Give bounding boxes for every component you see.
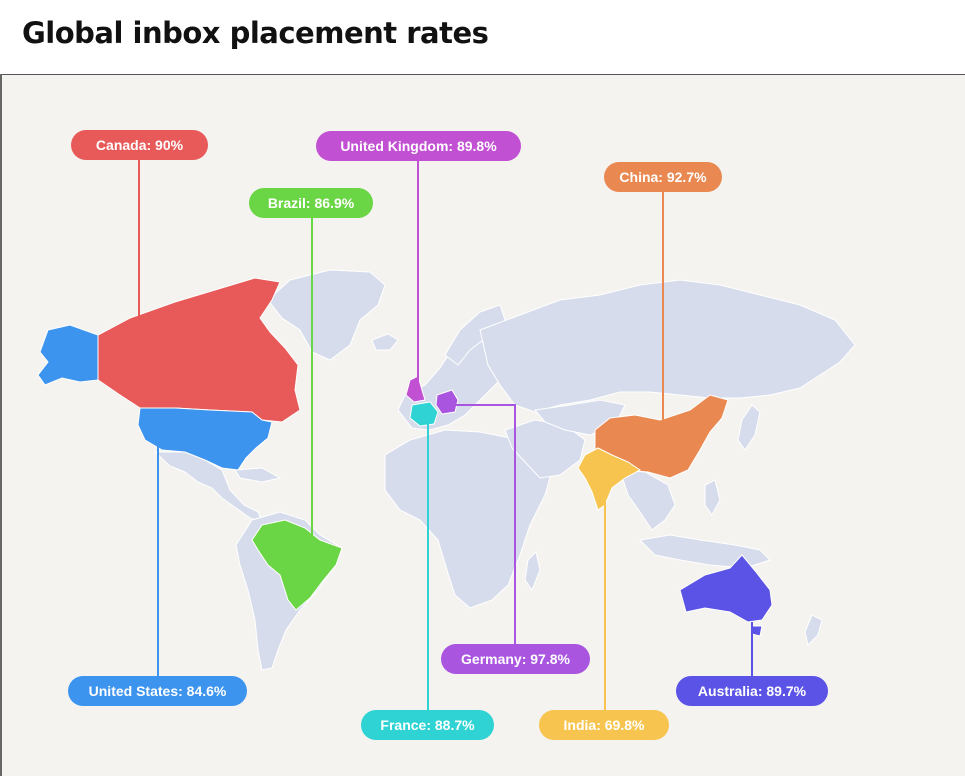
label-australia: Australia: 89.7% bbox=[676, 676, 828, 706]
leader-lines bbox=[138, 159, 753, 711]
label-uk: United Kingdom: 89.8% bbox=[316, 131, 521, 161]
land-japan bbox=[737, 404, 761, 451]
label-france: France: 88.7% bbox=[361, 710, 494, 740]
label-india: India: 69.8% bbox=[539, 710, 669, 740]
country-canada bbox=[97, 277, 301, 423]
country-germany bbox=[435, 389, 459, 415]
land-philippines bbox=[704, 479, 721, 516]
land-madagascar bbox=[524, 551, 541, 592]
land-southeast-asia bbox=[619, 469, 676, 531]
country-france bbox=[409, 401, 439, 427]
land-caribbean bbox=[234, 467, 282, 483]
land-iceland bbox=[371, 333, 399, 351]
land-new-zealand bbox=[804, 614, 823, 646]
label-germany: Germany: 97.8% bbox=[441, 644, 590, 674]
land-russia bbox=[479, 279, 856, 413]
country-australia-tasmania bbox=[751, 625, 763, 637]
frame-border bbox=[0, 74, 2, 776]
land-scandinavia bbox=[444, 304, 506, 366]
label-brazil: Brazil: 86.9% bbox=[249, 188, 373, 218]
country-us-alaska bbox=[37, 324, 99, 386]
label-us: United States: 84.6% bbox=[68, 676, 247, 706]
land-greenland bbox=[267, 269, 386, 361]
base-land bbox=[153, 269, 856, 671]
land-central-america bbox=[153, 451, 263, 523]
country-india bbox=[577, 447, 641, 511]
page-title: Global inbox placement rates bbox=[22, 16, 489, 50]
land-indonesia bbox=[638, 534, 771, 569]
header: Global inbox placement rates bbox=[0, 0, 965, 75]
leader-line-germany bbox=[448, 404, 516, 645]
label-canada: Canada: 90% bbox=[71, 130, 208, 160]
country-australia bbox=[679, 554, 773, 623]
country-brazil bbox=[251, 519, 343, 611]
country-uk bbox=[405, 375, 426, 403]
label-china: China: 92.7% bbox=[604, 162, 722, 192]
highlighted-countries bbox=[37, 277, 773, 637]
country-us bbox=[137, 407, 273, 471]
